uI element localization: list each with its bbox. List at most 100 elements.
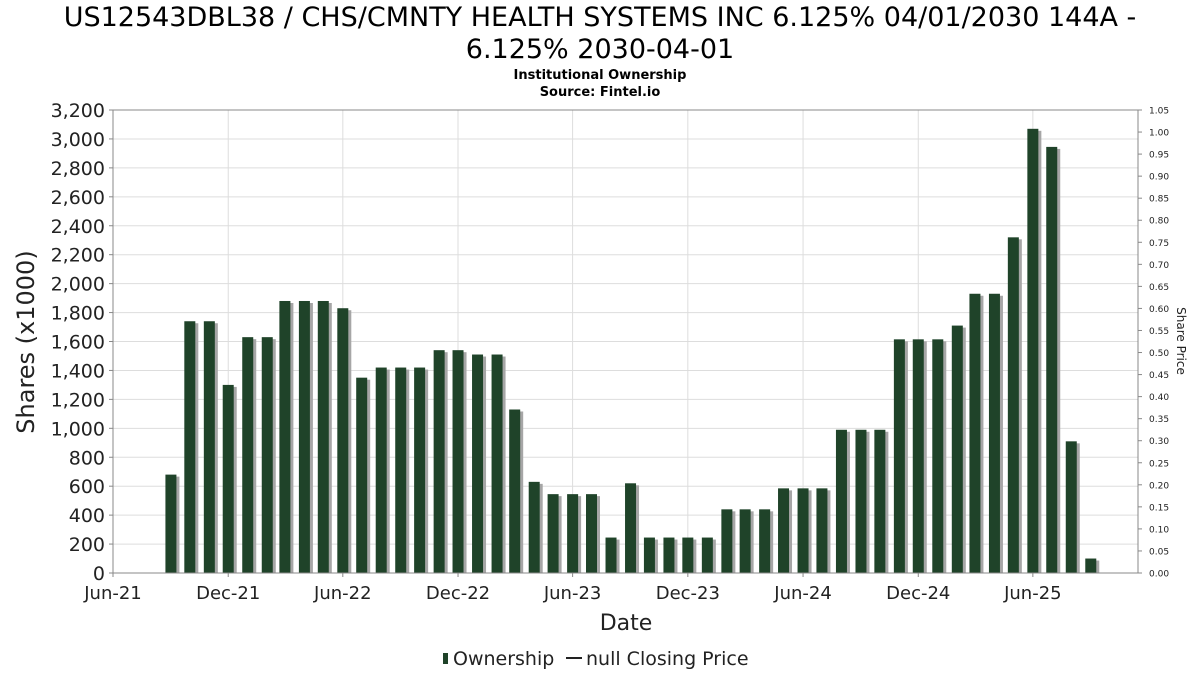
x-tick-label: Dec-24 — [886, 583, 950, 604]
ownership-bar — [951, 325, 963, 573]
y2-tick-label: 0.00 — [1149, 570, 1169, 580]
ownership-bar — [969, 293, 981, 573]
y-tick-label: 200 — [69, 534, 105, 556]
ownership-bar — [988, 293, 1000, 573]
ownership-bar — [567, 494, 579, 573]
ownership-bar — [1085, 558, 1097, 573]
y2-tick-label: 0.15 — [1149, 503, 1169, 513]
ownership-bar — [242, 337, 254, 573]
ownership-bar — [433, 350, 445, 573]
y-tick-label: 2,800 — [51, 158, 105, 180]
x-tick-label: Jun-21 — [83, 583, 142, 604]
y2-tick-label: 1.00 — [1149, 129, 1169, 139]
ownership-bar — [682, 537, 694, 573]
y2-tick-label: 0.85 — [1149, 195, 1169, 205]
ownership-bar — [317, 300, 329, 573]
y-tick-label: 1,800 — [51, 303, 105, 325]
ownership-bar — [721, 509, 733, 573]
ownership-bar — [701, 537, 713, 573]
y2-tick-label: 0.60 — [1149, 305, 1169, 315]
legend-ownership-swatch — [443, 653, 448, 664]
x-tick-label: Dec-22 — [426, 583, 490, 604]
x-tick-label: Jun-23 — [543, 583, 602, 604]
y2-tick-label: 0.45 — [1149, 371, 1169, 381]
y-tick-label: 1,600 — [51, 332, 105, 354]
chart-subtitle: Institutional Ownership — [513, 68, 687, 83]
y-tick-label: 600 — [69, 476, 105, 498]
ownership-bar — [395, 367, 407, 573]
ownership-bar — [605, 537, 617, 573]
ownership-bar — [375, 367, 387, 573]
chart-title-line1: US12543DBL38 / CHS/CMNTY HEALTH SYSTEMS … — [63, 2, 1137, 33]
y-tick-label: 2,000 — [51, 274, 105, 296]
ownership-bar — [932, 339, 944, 573]
x-axis-title: Date — [600, 611, 653, 636]
ownership-bar — [414, 367, 426, 573]
y-tick-label: 800 — [69, 447, 105, 469]
x-tick-label: Dec-21 — [196, 583, 260, 604]
ownership-bar — [165, 474, 177, 573]
ownership-bar — [528, 481, 540, 573]
ownership-bar — [1065, 441, 1077, 573]
ownership-bar — [261, 337, 273, 573]
ownership-bar — [203, 321, 215, 573]
ownership-bar — [893, 339, 905, 573]
ownership-bar — [759, 509, 771, 573]
y2-tick-label: 0.75 — [1149, 239, 1169, 249]
x-tick-label: Jun-22 — [313, 583, 372, 604]
y2-tick-label: 1.05 — [1149, 107, 1169, 117]
ownership-bar — [835, 429, 847, 573]
ownership-bar — [1046, 146, 1058, 573]
chart-title-line2: 6.125% 2030-04-01 — [465, 34, 735, 65]
chart-title: US12543DBL38 / CHS/CMNTY HEALTH SYSTEMS … — [0, 2, 1200, 66]
y2-tick-label: 0.70 — [1149, 261, 1169, 271]
ownership-bar — [356, 377, 368, 573]
y2-tick-label: 0.55 — [1149, 327, 1169, 337]
ownership-bar — [643, 537, 655, 573]
ownership-bar — [298, 300, 310, 573]
ownership-bar — [279, 300, 291, 573]
y-axis-title: Shares (x1000) — [12, 250, 40, 433]
ownership-bar — [452, 350, 464, 573]
ownership-bar — [491, 354, 503, 573]
y-tick-label: 0 — [93, 563, 105, 585]
y-tick-label: 1,200 — [51, 389, 105, 411]
y2-tick-label: 0.65 — [1149, 283, 1169, 293]
ownership-bar — [816, 488, 828, 573]
ownership-bar — [337, 308, 349, 573]
chart-source: Source: Fintel.io — [539, 85, 661, 100]
y-tick-label: 2,400 — [51, 216, 105, 238]
ownership-bar — [797, 488, 809, 573]
ownership-bar — [625, 483, 637, 573]
x-tick-label: Dec-23 — [656, 583, 720, 604]
ownership-bar — [1027, 128, 1039, 573]
y2-tick-label: 0.10 — [1149, 525, 1169, 535]
y2-tick-label: 0.90 — [1149, 173, 1169, 183]
ownership-bar — [912, 339, 924, 573]
y2-tick-label: 0.05 — [1149, 547, 1169, 557]
y2-tick-label: 0.35 — [1149, 415, 1169, 425]
y-tick-label: 400 — [69, 505, 105, 527]
y2-tick-label: 0.95 — [1149, 151, 1169, 161]
y2-tick-label: 0.50 — [1149, 349, 1169, 359]
y-tick-label: 2,600 — [51, 187, 105, 209]
y-tick-label: 2,200 — [51, 245, 105, 267]
ownership-bar — [472, 354, 484, 573]
y-tick-label: 1,000 — [51, 418, 105, 440]
ownership-bar — [663, 537, 675, 573]
x-tick-label: Jun-25 — [1003, 583, 1062, 604]
ownership-bar — [874, 429, 886, 573]
legend-price-label: null Closing Price — [586, 648, 749, 670]
ownership-bar — [222, 384, 234, 573]
y2-tick-label: 0.80 — [1149, 217, 1169, 227]
ownership-bar — [1007, 237, 1019, 573]
legend-ownership-label: Ownership — [453, 648, 554, 670]
y-tick-label: 3,000 — [51, 129, 105, 151]
y2-tick-label: 0.40 — [1149, 393, 1169, 403]
y2-tick-label: 0.30 — [1149, 437, 1169, 447]
ownership-bar — [739, 509, 751, 573]
ownership-bar — [855, 429, 867, 573]
ownership-bar — [509, 409, 521, 573]
y-tick-label: 3,200 — [51, 100, 105, 122]
